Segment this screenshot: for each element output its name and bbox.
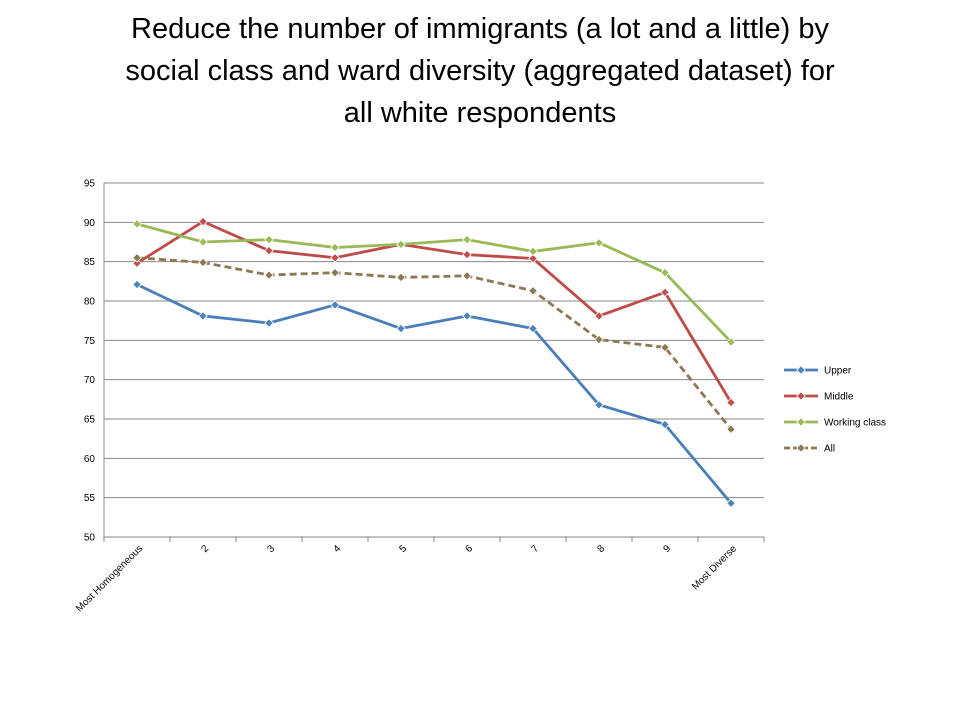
legend-marker: [796, 391, 806, 401]
data-point: [726, 498, 736, 508]
data-point: [528, 286, 538, 296]
data-point: [594, 238, 604, 248]
data-point: [132, 219, 142, 229]
x-tick-label: 8: [595, 543, 607, 555]
x-tick-label: 9: [661, 543, 673, 555]
data-point: [198, 311, 208, 321]
data-point: [594, 400, 604, 410]
series-3: [132, 252, 736, 434]
series-1: [132, 216, 736, 408]
data-point: [396, 239, 406, 250]
chart-title-line: social class and ward diversity (aggrega…: [125, 55, 835, 87]
data-point: [198, 237, 208, 247]
x-tick-label: Most Homogeneous: [74, 543, 145, 614]
data-point: [528, 323, 538, 334]
data-point: [726, 397, 736, 408]
data-point: [462, 311, 472, 321]
chart-title: Reduce the number of immigrants (a lot a…: [30, 8, 930, 134]
y-tick-label: 70: [84, 375, 96, 386]
legend-label: Working class: [824, 418, 886, 429]
data-point: [330, 252, 340, 263]
series-line: [136, 222, 733, 343]
gridlines: [104, 182, 764, 538]
y-tick-label: 55: [84, 493, 96, 504]
data-point: [462, 271, 472, 281]
series-group: [132, 216, 736, 508]
data-point: [660, 267, 670, 278]
data-point: [660, 419, 670, 430]
y-tick-label: 80: [84, 297, 96, 308]
y-tick-label: 90: [84, 218, 96, 229]
y-tick-label: 65: [84, 415, 96, 426]
data-point: [726, 337, 736, 347]
data-point: [660, 287, 670, 298]
legend-marker: [796, 443, 806, 453]
legend-label: All: [824, 444, 835, 455]
series-line: [136, 283, 733, 505]
data-point: [462, 234, 472, 245]
x-tick-label: 3: [265, 543, 277, 555]
data-point: [330, 242, 340, 253]
data-point: [132, 258, 142, 269]
y-tick-label: 95: [84, 179, 96, 190]
data-point: [528, 253, 538, 264]
legend-label: Upper: [824, 366, 852, 377]
data-point: [132, 279, 142, 290]
y-tick-label: 60: [84, 454, 96, 465]
series-2: [132, 219, 736, 347]
data-point: [198, 257, 208, 268]
data-point: [462, 249, 472, 260]
data-point: [594, 311, 604, 321]
legend: Upper Middle Working class All: [784, 365, 886, 455]
x-tick-label: 4: [331, 543, 343, 555]
legend-marker: [796, 417, 806, 427]
chart-title-line: Reduce the number of immigrants (a lot a…: [131, 13, 829, 45]
legend-label: Middle: [824, 392, 854, 403]
y-tick-label: 85: [84, 257, 96, 268]
data-point: [396, 323, 406, 334]
x-tick-label: 7: [529, 543, 541, 555]
series-0: [132, 279, 736, 508]
series-line: [136, 220, 733, 404]
series-line: [136, 256, 733, 431]
x-tick-label: Most Diverse: [690, 543, 739, 592]
chart-title-line: all white respondents: [343, 97, 617, 129]
data-point: [594, 334, 604, 345]
y-tick-label: 75: [84, 336, 96, 347]
data-point: [660, 342, 670, 353]
data-point: [330, 267, 340, 278]
data-point: [264, 245, 274, 256]
data-point: [330, 300, 340, 310]
data-point: [264, 270, 274, 280]
y-tick-label: 50: [84, 533, 96, 544]
data-point: [132, 252, 142, 263]
data-point: [264, 234, 274, 245]
legend-marker: [796, 365, 806, 375]
x-tick-label: 6: [463, 543, 475, 555]
data-point: [198, 216, 208, 227]
x-tick-label: 2: [199, 543, 211, 555]
x-tick-label: 5: [397, 543, 409, 555]
data-point: [528, 246, 538, 257]
data-point: [396, 272, 406, 283]
data-point: [726, 424, 736, 434]
data-point: [264, 318, 274, 328]
